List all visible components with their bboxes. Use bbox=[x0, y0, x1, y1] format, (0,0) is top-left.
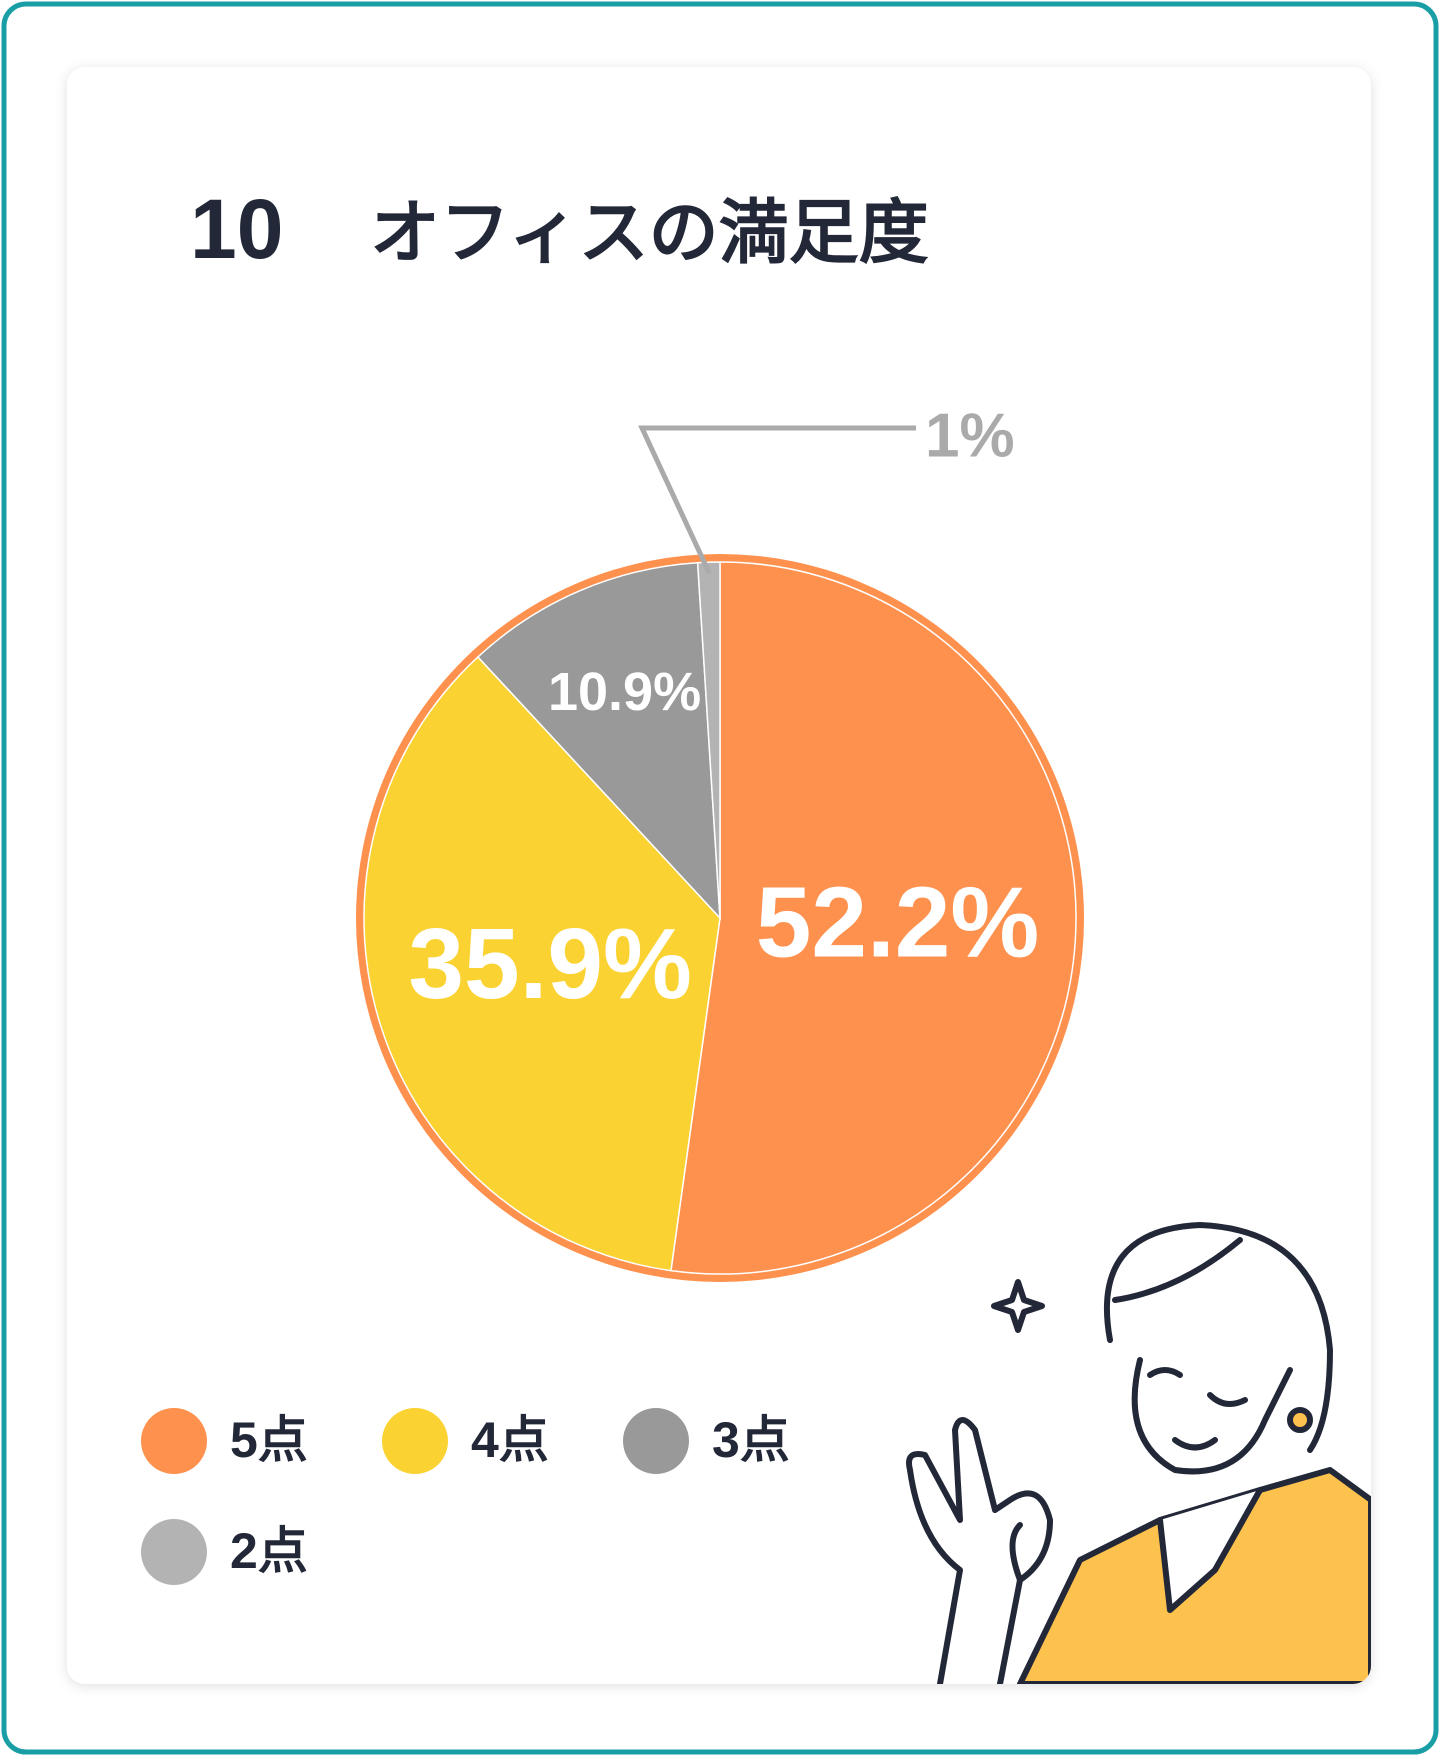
legend-label: 3点 bbox=[712, 1412, 790, 1468]
data-label: 10.9% bbox=[548, 662, 701, 722]
data-label: 52.2% bbox=[756, 867, 1040, 979]
pie-slice bbox=[696, 561, 721, 919]
chart-title: オフィスの満足度 bbox=[370, 193, 929, 271]
legend-swatch bbox=[141, 1408, 207, 1474]
legend-swatch bbox=[141, 1519, 207, 1585]
illustration bbox=[906, 1222, 1371, 1684]
legend-swatch bbox=[623, 1408, 689, 1474]
leader-line bbox=[638, 425, 916, 574]
legend-label: 5点 bbox=[230, 1412, 308, 1468]
pie: 52.2% 35.9% 10.9% 1% bbox=[356, 401, 1084, 1282]
legend-label: 2点 bbox=[230, 1523, 308, 1579]
chart-number: 10 bbox=[190, 182, 283, 276]
pie-slice bbox=[476, 561, 721, 921]
data-label: 35.9% bbox=[408, 908, 692, 1020]
legend-label: 4点 bbox=[471, 1412, 549, 1468]
data-label: 1% bbox=[925, 401, 1015, 470]
legend-swatch bbox=[382, 1408, 448, 1474]
legend: 5点 4点 3点 2点 bbox=[141, 1408, 790, 1585]
pie-slice bbox=[670, 561, 1077, 1275]
pie-slice bbox=[363, 655, 721, 1272]
